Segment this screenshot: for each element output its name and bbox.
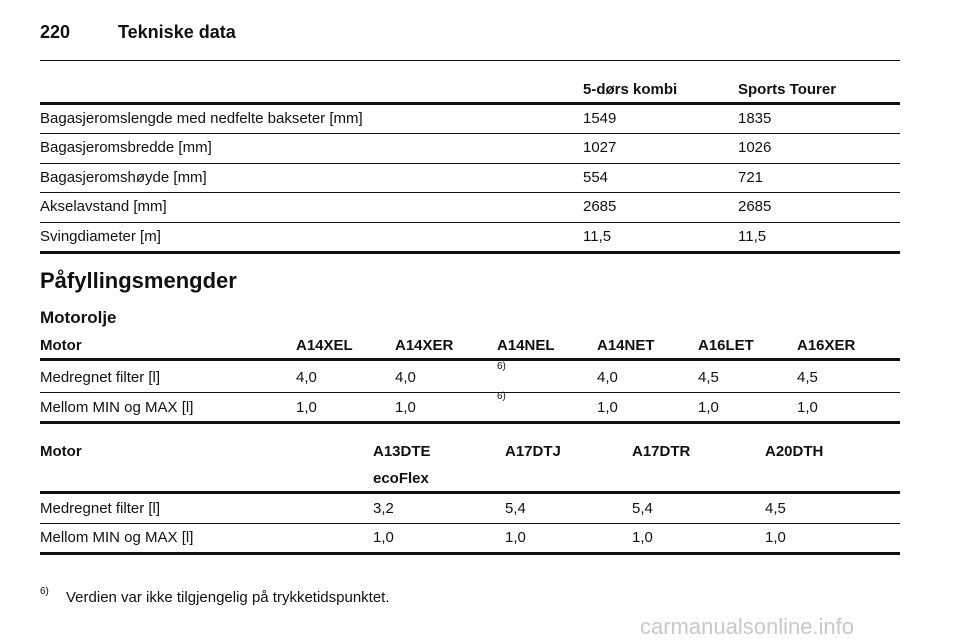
rule (40, 60, 900, 61)
table-cell: 4,5 (797, 369, 818, 386)
table-cell: 1,0 (797, 399, 818, 416)
column-header: A13DTE (373, 443, 431, 460)
page-number: 220 (40, 22, 71, 42)
column-header: A17DTJ (505, 443, 561, 460)
footnote-text: Verdien var ikke tilgjengelig på trykket… (66, 589, 390, 606)
table-cell: 2685 (738, 198, 772, 215)
table-rule (40, 421, 900, 424)
table-cell: 6) (497, 360, 506, 372)
table-cell: 5,4 (632, 500, 653, 517)
table-cell: 6) (497, 390, 506, 402)
table-rule (40, 251, 900, 254)
table-cell: 5,4 (505, 500, 526, 517)
column-header: A14XEL (296, 337, 353, 354)
table-cell: 1,0 (765, 529, 786, 546)
table-rule (40, 133, 900, 134)
section-title: Påfyllingsmengder (40, 268, 237, 293)
table-cell: Medregnet filter [l] (40, 500, 161, 517)
column-header: Motor (40, 443, 82, 460)
table-rule (40, 192, 900, 193)
table-cell: 2685 (583, 198, 617, 215)
column-header: A14NET (597, 337, 655, 354)
subsection-title: Motorolje (40, 308, 117, 327)
table-cell: 1,0 (597, 399, 618, 416)
column-header: 5-dørs kombi (583, 81, 678, 98)
table-cell: 1,0 (296, 399, 317, 416)
page-title: Tekniske data (118, 22, 236, 42)
table-cell: Bagasjeromsbredde [mm] (40, 139, 212, 156)
table-cell: 4,5 (765, 500, 786, 517)
column-header: A14NEL (497, 337, 555, 354)
table-rule (40, 491, 900, 494)
column-header: A14XER (395, 337, 454, 354)
table-cell: 1835 (738, 110, 772, 127)
table-rule (40, 392, 900, 393)
footnote-mark: 6) (40, 585, 49, 597)
table-cell: 1,0 (373, 529, 394, 546)
column-header: A20DTH (765, 443, 824, 460)
table-cell: 1026 (738, 139, 772, 156)
table-cell: 11,5 (583, 228, 612, 245)
column-header: Sports Tourer (738, 81, 837, 98)
table-cell: 4,0 (597, 369, 618, 386)
table-cell: 4,0 (296, 369, 317, 386)
column-header: A16LET (698, 337, 754, 354)
table-cell: 721 (738, 169, 764, 186)
table-cell: 554 (583, 169, 609, 186)
table-cell: Bagasjeromslengde med nedfelte bakseter … (40, 110, 363, 127)
table-cell: Mellom MIN og MAX [l] (40, 399, 194, 416)
table-cell: 4,0 (395, 369, 416, 386)
table-cell: 1,0 (632, 529, 653, 546)
table-cell: 1549 (583, 110, 617, 127)
header-sub: ecoFlex (373, 470, 429, 487)
table-cell: 11,5 (738, 228, 767, 245)
table-cell: 3,2 (373, 500, 394, 517)
table-cell: 1,0 (698, 399, 719, 416)
table-cell: 1,0 (395, 399, 416, 416)
table-cell: 1027 (583, 139, 617, 156)
table-rule (40, 552, 900, 555)
table-cell: Medregnet filter [l] (40, 369, 161, 386)
table-cell: Bagasjeromshøyde [mm] (40, 169, 207, 186)
table-rule (40, 102, 900, 105)
table-cell: Svingdiameter [m] (40, 228, 161, 245)
column-header: A16XER (797, 337, 856, 354)
column-header: Motor (40, 337, 82, 354)
table-rule (40, 523, 900, 524)
table-rule (40, 222, 900, 223)
table-rule (40, 358, 900, 361)
table-cell: 4,5 (698, 369, 719, 386)
table-cell: Akselavstand [mm] (40, 198, 167, 215)
table-cell: 1,0 (505, 529, 526, 546)
watermark: carmanualsonline.info (640, 614, 855, 639)
table-rule (40, 163, 900, 164)
table-cell: Mellom MIN og MAX [l] (40, 529, 194, 546)
column-header: A17DTR (632, 443, 691, 460)
